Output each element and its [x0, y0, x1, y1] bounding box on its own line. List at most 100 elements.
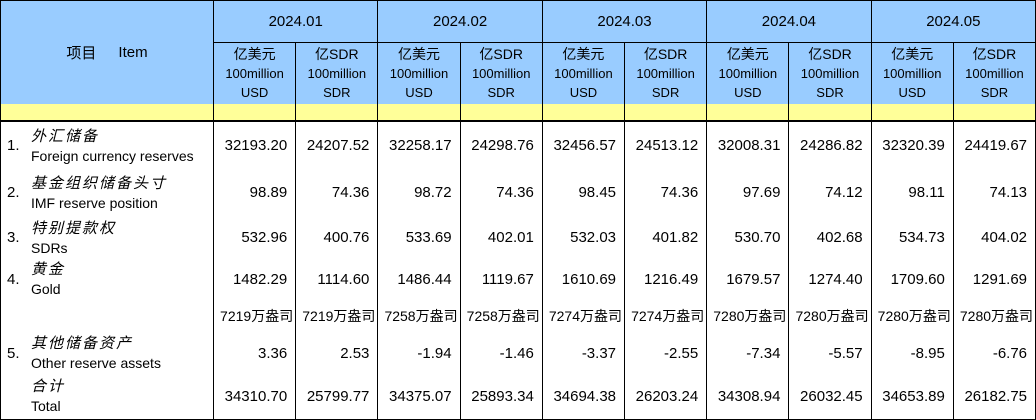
value-cell: 7274万盎司: [624, 299, 706, 333]
row-label: 2. 基金组织储备头寸 IMF reserve position: [1, 169, 213, 216]
month-group-2024-02: 2024.02 亿美元 100million USD 亿SDR 100milli…: [377, 1, 542, 104]
value-cell: -3.37: [541, 333, 624, 373]
unit-sdr-zh: 亿SDR: [643, 46, 688, 62]
value-cell: 1610.69: [541, 259, 624, 299]
row-label-en: Other reserve assets: [31, 355, 161, 371]
value-cell: 7280万盎司: [788, 299, 870, 333]
item-label-en: Item: [118, 44, 148, 61]
value-cell: 25893.34: [459, 373, 542, 419]
unit-sdr-line2: 100million: [471, 66, 531, 81]
month-header: 2024.01: [214, 1, 378, 43]
value-cell: 25799.77: [295, 373, 377, 419]
value-cell: 7280万盎司: [706, 299, 788, 333]
value-cell: -6.76: [952, 333, 1035, 373]
band-cell: [870, 104, 953, 120]
row-label-en: Foreign currency reserves: [31, 147, 194, 164]
table-row-sdrs: 3. 特别提款权 SDRs 532.96 400.76 533.69 402.01…: [1, 216, 1035, 259]
row-label-en: Gold: [31, 281, 61, 297]
unit-header-sdr: 亿SDR 100million SDR: [459, 43, 542, 104]
table-row-gold: 4. 黄金 Gold 1482.29 1114.60 1486.44 1119.6…: [1, 259, 1035, 299]
item-header-cell: 项目 Item: [1, 1, 213, 104]
value-cell: 24298.76: [459, 122, 542, 169]
table-header: 项目 Item 2024.01 亿美元 100million USD 亿SDR 1…: [1, 1, 1036, 104]
band-cell: [459, 104, 542, 120]
unit-header-usd: 亿美元 100million USD: [214, 43, 295, 104]
value-cell: 34310.70: [213, 373, 295, 419]
value-cell: 402.68: [788, 216, 870, 259]
value-cell: 404.02: [952, 216, 1035, 259]
value-cell: 32008.31: [706, 122, 788, 169]
unit-header-row: 亿美元 100million USD 亿SDR 100million SDR: [543, 43, 706, 104]
row-label-zh: 合计: [31, 378, 66, 395]
value-cell: 32193.20: [213, 122, 295, 169]
value-cell: 32456.57: [541, 122, 624, 169]
month-group-2024-04: 2024.04 亿美元 100million USD 亿SDR 100milli…: [706, 1, 871, 104]
table-row-foreign-currency-reserves: 1. 外汇储备 Foreign currency reserves 32193.2…: [1, 122, 1035, 169]
value-cell: 1114.60: [295, 259, 377, 299]
value-cell: 98.45: [541, 169, 624, 216]
value-cell: 98.72: [377, 169, 459, 216]
value-cell: 534.73: [870, 216, 953, 259]
value-cell: 26203.24: [624, 373, 706, 419]
value-cell: -8.95: [870, 333, 953, 373]
unit-header-sdr: 亿SDR 100million SDR: [295, 43, 377, 104]
unit-usd-zh: 亿美元: [233, 46, 276, 62]
row-number: 5.: [7, 344, 20, 362]
value-cell: 400.76: [295, 216, 377, 259]
month-group-2024-03: 2024.03 亿美元 100million USD 亿SDR 100milli…: [541, 1, 707, 104]
value-cell: 74.36: [295, 169, 377, 216]
unit-sdr-line2: 100million: [800, 66, 860, 81]
month-group-2024-01: 2024.01 亿美元 100million USD 亿SDR 100milli…: [213, 1, 378, 104]
unit-usd-line3: USD: [734, 85, 762, 100]
value-cell: 1482.29: [213, 259, 295, 299]
value-cell: 7258万盎司: [459, 299, 542, 333]
band-cell: [1, 104, 213, 120]
unit-usd-line2: 100million: [225, 66, 284, 81]
row-label: 3. 特别提款权 SDRs: [1, 216, 213, 259]
value-cell: 7219万盎司: [295, 299, 377, 333]
value-cell: 401.82: [624, 216, 706, 259]
unit-sdr-zh: 亿SDR: [808, 46, 852, 62]
unit-sdr-line3: SDR: [651, 85, 680, 100]
row-label-en: Total: [31, 398, 61, 414]
unit-header-row: 亿美元 100million USD 亿SDR 100million SDR: [872, 43, 1035, 104]
month-header: 2024.03: [542, 1, 707, 43]
value-cell: 74.36: [459, 169, 542, 216]
row-label-zh: 外汇储备: [31, 127, 100, 145]
value-cell: 1291.69: [952, 259, 1035, 299]
table-body: 1. 外汇储备 Foreign currency reserves 32193.2…: [1, 122, 1035, 419]
unit-sdr-zh: 亿SDR: [972, 46, 1017, 62]
unit-usd-line2: 100million: [718, 66, 778, 81]
value-cell: 7280万盎司: [952, 299, 1035, 333]
row-label-zh: 黄金: [31, 261, 66, 278]
unit-usd-zh: 亿美元: [398, 46, 440, 62]
row-number: 4.: [7, 270, 20, 288]
unit-sdr-line3: SDR: [816, 85, 844, 100]
value-cell: -1.94: [377, 333, 459, 373]
value-cell: 34694.38: [541, 373, 624, 419]
unit-usd-line2: 100million: [389, 66, 449, 81]
table-row-gold-ounces: 7219万盎司 7219万盎司 7258万盎司 7258万盎司 7274万盎司 …: [1, 299, 1035, 333]
month-header: 2024.05: [871, 1, 1036, 43]
value-cell: 98.89: [213, 169, 295, 216]
value-cell: 7219万盎司: [213, 299, 295, 333]
unit-header-sdr: 亿SDR 100million SDR: [788, 43, 870, 104]
row-label: [1, 299, 213, 333]
row-label-zh: 特别提款权: [31, 219, 117, 237]
value-cell: 98.11: [870, 169, 953, 216]
row-label: 1. 外汇储备 Foreign currency reserves: [1, 122, 213, 169]
value-cell: 1486.44: [377, 259, 459, 299]
unit-sdr-line3: SDR: [980, 85, 1009, 100]
value-cell: -5.57: [788, 333, 870, 373]
value-cell: 7274万盎司: [541, 299, 624, 333]
unit-header-row: 亿美元 100million USD 亿SDR 100million SDR: [214, 43, 377, 104]
value-cell: -7.34: [706, 333, 788, 373]
unit-usd-line3: USD: [898, 85, 926, 100]
value-cell: 74.12: [788, 169, 870, 216]
value-cell: 2.53: [295, 333, 377, 373]
table-row-total: 合计 Total 34310.70 25799.77 34375.07 25893…: [1, 373, 1035, 419]
band-cell: [377, 104, 459, 120]
unit-sdr-line2: 100million: [636, 66, 695, 81]
value-cell: 532.03: [541, 216, 624, 259]
